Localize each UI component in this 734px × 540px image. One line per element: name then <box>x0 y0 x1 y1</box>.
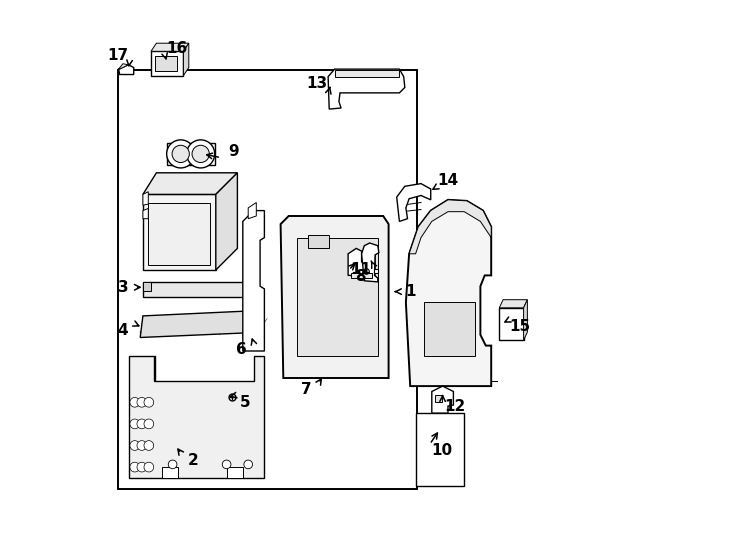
Text: 4: 4 <box>117 323 128 338</box>
Circle shape <box>144 441 153 450</box>
Polygon shape <box>328 69 404 109</box>
Circle shape <box>137 419 147 429</box>
Circle shape <box>168 460 177 469</box>
Polygon shape <box>143 282 254 297</box>
Polygon shape <box>151 43 189 51</box>
Circle shape <box>222 460 231 469</box>
Polygon shape <box>119 65 134 75</box>
Circle shape <box>172 145 189 163</box>
Circle shape <box>192 145 209 163</box>
Text: 7: 7 <box>301 382 312 397</box>
Circle shape <box>130 419 139 429</box>
Polygon shape <box>143 173 237 194</box>
Polygon shape <box>143 194 216 270</box>
Text: 8: 8 <box>355 269 366 284</box>
Polygon shape <box>351 273 372 278</box>
Polygon shape <box>119 64 128 69</box>
Text: 15: 15 <box>510 319 531 334</box>
Polygon shape <box>362 243 379 282</box>
Circle shape <box>244 460 252 469</box>
Circle shape <box>144 462 153 472</box>
Polygon shape <box>432 386 454 413</box>
Text: 9: 9 <box>228 144 239 159</box>
Bar <box>117 70 417 489</box>
Text: 17: 17 <box>107 48 128 63</box>
Polygon shape <box>143 192 148 205</box>
Circle shape <box>137 397 147 407</box>
Polygon shape <box>396 184 431 221</box>
Text: 1: 1 <box>405 284 415 299</box>
Polygon shape <box>348 248 375 275</box>
Polygon shape <box>129 356 264 478</box>
Polygon shape <box>151 51 184 76</box>
Circle shape <box>144 419 153 429</box>
Polygon shape <box>280 216 388 378</box>
Text: 10: 10 <box>431 443 452 458</box>
Polygon shape <box>161 467 178 478</box>
Polygon shape <box>308 235 330 248</box>
Text: 6: 6 <box>236 342 247 357</box>
Polygon shape <box>148 202 211 265</box>
Polygon shape <box>406 200 491 386</box>
Text: 16: 16 <box>167 41 188 56</box>
Text: 14: 14 <box>437 173 459 188</box>
Polygon shape <box>140 310 264 338</box>
Polygon shape <box>184 43 189 76</box>
Polygon shape <box>216 173 237 270</box>
Circle shape <box>130 462 139 472</box>
Circle shape <box>130 397 139 407</box>
Polygon shape <box>409 200 491 254</box>
Polygon shape <box>227 467 243 478</box>
Text: 13: 13 <box>307 76 328 91</box>
Circle shape <box>130 441 139 450</box>
Polygon shape <box>523 300 528 340</box>
Polygon shape <box>156 56 177 71</box>
Text: 11: 11 <box>350 262 371 278</box>
Polygon shape <box>297 238 378 356</box>
Polygon shape <box>499 308 523 340</box>
Polygon shape <box>499 300 528 308</box>
Polygon shape <box>143 282 151 291</box>
Polygon shape <box>435 395 442 402</box>
Polygon shape <box>248 202 256 219</box>
Circle shape <box>144 397 153 407</box>
Polygon shape <box>243 211 264 351</box>
Text: 5: 5 <box>240 395 251 410</box>
Text: 12: 12 <box>444 399 465 414</box>
Polygon shape <box>335 70 399 77</box>
Text: 2: 2 <box>188 453 198 468</box>
Polygon shape <box>424 302 475 356</box>
Circle shape <box>167 140 195 168</box>
Polygon shape <box>143 208 148 219</box>
Circle shape <box>186 140 215 168</box>
Polygon shape <box>415 413 464 486</box>
Circle shape <box>137 441 147 450</box>
Text: 3: 3 <box>117 280 128 295</box>
Circle shape <box>137 462 147 472</box>
